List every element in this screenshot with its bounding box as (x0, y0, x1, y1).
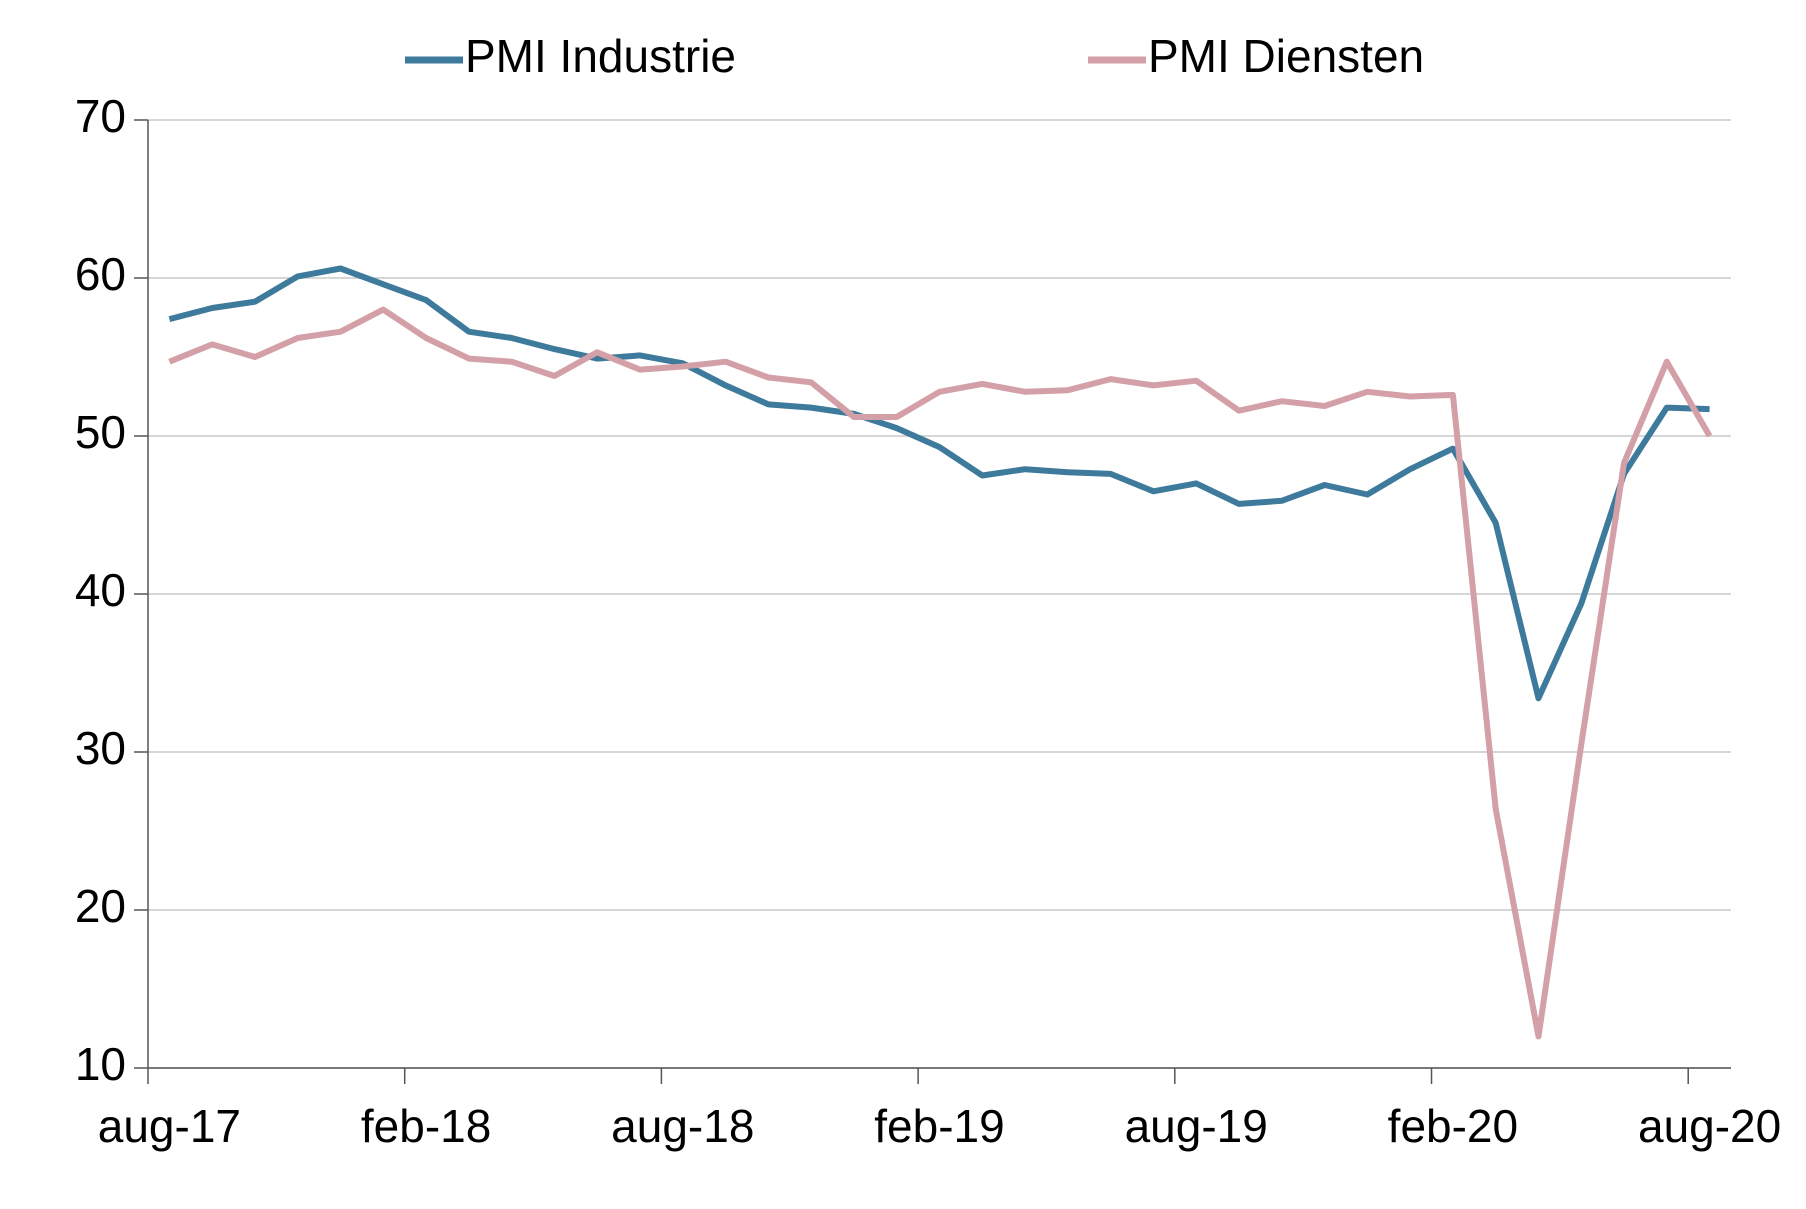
x-tick-label: aug-20 (1638, 1100, 1781, 1152)
y-tick-label: 60 (75, 248, 126, 300)
x-tick-label: aug-18 (611, 1100, 754, 1152)
x-tick-label: aug-17 (98, 1100, 241, 1152)
y-tick-label: 70 (75, 90, 126, 142)
series-line (168, 265, 1710, 702)
y-tick-label: 30 (75, 722, 126, 774)
x-tick-label: aug-19 (1125, 1100, 1268, 1152)
x-tick-label: feb-20 (1388, 1100, 1518, 1152)
x-tick-label: feb-19 (874, 1100, 1004, 1152)
y-tick-label: 10 (75, 1038, 126, 1090)
y-tick-label: 40 (75, 564, 126, 616)
y-tick-label: 20 (75, 880, 126, 932)
x-tick-label: feb-18 (361, 1100, 491, 1152)
legend-label: PMI Diensten (1148, 30, 1424, 82)
series-line (168, 306, 1713, 1040)
legend-label: PMI Industrie (465, 30, 736, 82)
y-tick-label: 50 (75, 406, 126, 458)
